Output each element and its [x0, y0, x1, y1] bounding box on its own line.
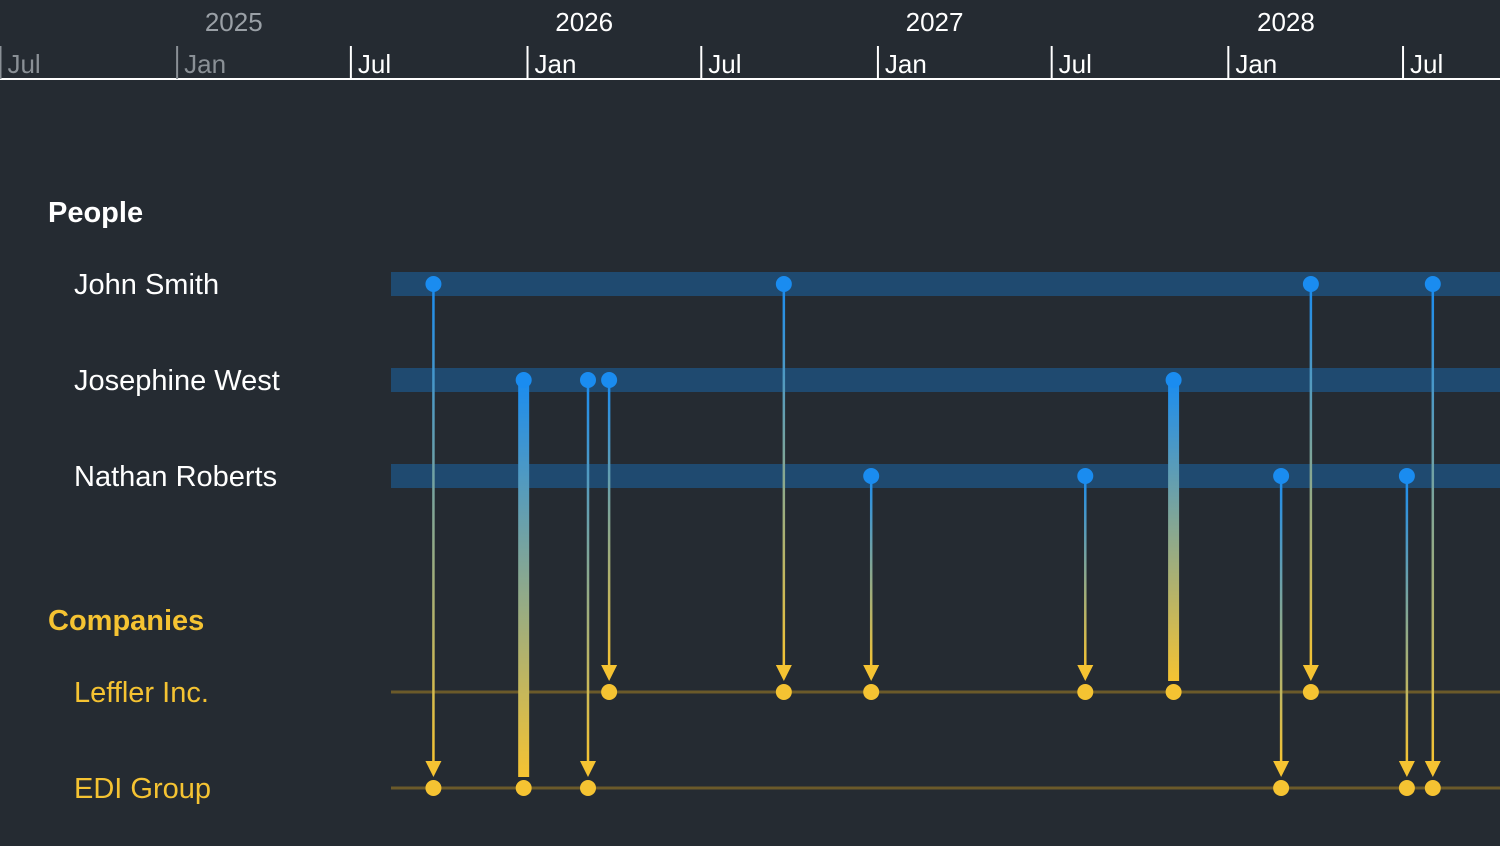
- lane-edi: [391, 786, 1500, 790]
- link-arrow: [863, 665, 880, 681]
- link-start-dot: [601, 372, 618, 388]
- tick-label: Jul: [1410, 49, 1443, 79]
- link-line-john-edi: [432, 284, 435, 763]
- link-line-john-leffler: [782, 284, 786, 667]
- link-line-nathan-leffler: [1084, 476, 1087, 667]
- link-start-dot: [863, 468, 880, 484]
- year-label-2027: 2027: [906, 7, 964, 37]
- link-arrow: [1398, 761, 1415, 777]
- lane-josephine: [391, 368, 1500, 392]
- link-start-dot: [1424, 276, 1441, 292]
- row-label-edi: EDI Group: [74, 773, 211, 805]
- link-arrow: [1077, 665, 1094, 681]
- link-start-dot: [1077, 468, 1094, 484]
- link-line-john-leffler: [1309, 284, 1313, 667]
- tick-label: Jul: [7, 49, 40, 79]
- links: [425, 284, 1441, 777]
- lane-nathan: [391, 464, 1500, 488]
- link-end-dot: [1398, 780, 1415, 796]
- link-end-dot: [1165, 684, 1182, 700]
- tick-label: Jan: [1235, 49, 1277, 79]
- tick-label: Jul: [1059, 49, 1092, 79]
- lane-leffler: [391, 690, 1500, 694]
- link-end-dot: [1273, 780, 1290, 796]
- link-arrow: [425, 761, 442, 777]
- group-title-people: People: [48, 197, 143, 229]
- time-axis: 2025 2026 2027 2028 Jul Jan Jul Jan Jul Jan Jul Jan…: [0, 7, 1500, 80]
- link-line-john-edi: [1431, 284, 1435, 763]
- lane-john: [391, 272, 1500, 296]
- link-end-dot: [601, 684, 618, 700]
- link-end-dot: [863, 684, 880, 700]
- row-label-john: John Smith: [74, 269, 219, 301]
- link-arrow: [1273, 761, 1290, 777]
- link-arrow: [1424, 761, 1441, 777]
- row-label-josephine: Josephine West: [74, 365, 280, 397]
- link-start-dot: [580, 372, 596, 388]
- tick-label: Jul: [358, 49, 391, 79]
- link-start-dot: [1273, 468, 1290, 484]
- link-arrow: [601, 665, 618, 681]
- lanes: [391, 272, 1500, 790]
- row-label-leffler: Leffler Inc.: [74, 677, 209, 709]
- link-line-nathan-edi: [1279, 476, 1283, 763]
- tick-label: Jan: [184, 49, 226, 79]
- link-bar-josephine-edi: [518, 380, 530, 777]
- link-start-dot: [1398, 468, 1415, 484]
- link-start-dot: [425, 276, 442, 292]
- link-line-nathan-leffler: [869, 476, 873, 667]
- row-label-nathan: Nathan Roberts: [74, 461, 277, 493]
- link-line-nathan-edi: [1405, 476, 1409, 763]
- link-start-dot: [775, 276, 792, 292]
- tick-label: Jan: [885, 49, 927, 79]
- year-label-2028: 2028: [1257, 7, 1315, 37]
- link-end-dot: [775, 684, 792, 700]
- link-end-dot: [580, 780, 596, 796]
- link-end-dot: [1302, 684, 1319, 700]
- link-end-dot: [425, 780, 442, 796]
- link-line-josephine-leffler: [607, 380, 611, 667]
- row-labels: People John Smith Josephine West Nathan Rob…: [48, 197, 280, 805]
- tick-label: Jan: [535, 49, 577, 79]
- link-start-dot: [1165, 372, 1182, 388]
- group-title-companies: Companies: [48, 605, 204, 637]
- link-arrow: [1302, 665, 1319, 681]
- link-arrow: [580, 761, 596, 777]
- link-bar-josephine-leffler: [1168, 380, 1180, 681]
- year-label-2026: 2026: [555, 7, 613, 37]
- tick-label: Jul: [708, 49, 741, 79]
- link-end-dot: [1077, 684, 1094, 700]
- link-endpoints: [425, 276, 1441, 796]
- year-label-2025: 2025: [205, 7, 263, 37]
- link-line-josephine-edi: [586, 380, 590, 763]
- link-arrow: [775, 665, 792, 681]
- link-end-dot: [1424, 780, 1441, 796]
- link-start-dot: [515, 372, 532, 388]
- link-end-dot: [515, 780, 532, 796]
- link-start-dot: [1302, 276, 1319, 292]
